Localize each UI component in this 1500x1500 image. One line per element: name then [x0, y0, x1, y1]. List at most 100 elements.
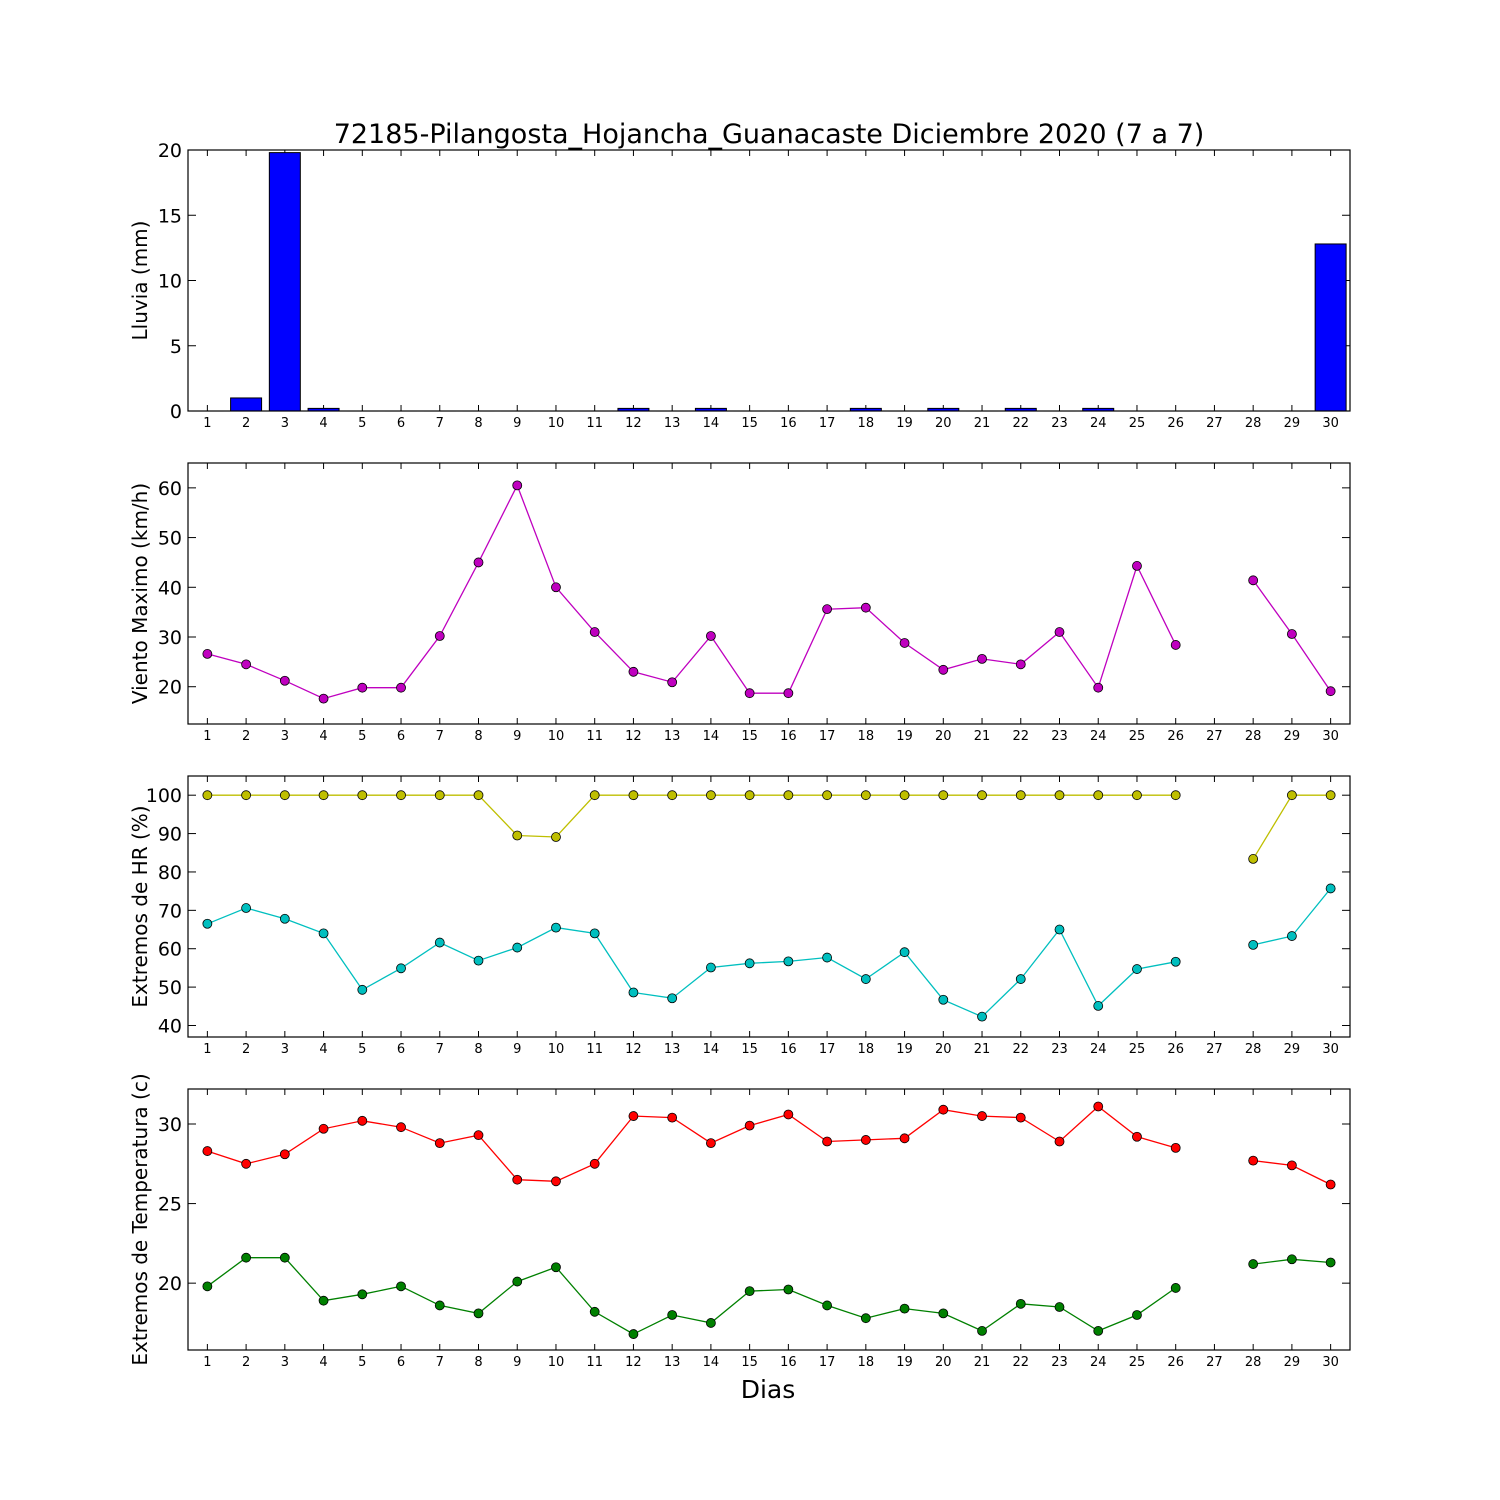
data-point — [357, 984, 368, 995]
data-point — [1325, 686, 1336, 697]
data-point — [396, 790, 406, 801]
y-axis-label: Lluvia (mm) — [128, 221, 152, 341]
data-point — [1054, 627, 1065, 637]
x-tick-label: 6 — [397, 1042, 405, 1057]
x-tick-label: 21 — [974, 729, 991, 744]
data-point — [1015, 1298, 1026, 1309]
x-tick-label: 23 — [1051, 416, 1068, 431]
x-tick-label: 4 — [319, 1042, 327, 1057]
data-point — [1287, 790, 1297, 801]
data-point — [396, 682, 406, 693]
x-tick-label: 20 — [935, 729, 952, 744]
data-point — [1015, 974, 1026, 984]
y-tick-label: 30 — [158, 627, 182, 649]
x-tick-label: 8 — [474, 729, 482, 744]
data-point — [938, 1104, 949, 1115]
x-tick-label: 13 — [664, 1042, 681, 1057]
data-point — [822, 1136, 832, 1147]
x-tick-label: 30 — [1322, 729, 1339, 744]
data-point — [1248, 854, 1259, 864]
x-tick-label: 5 — [358, 416, 366, 431]
x-tick-label: 15 — [741, 729, 758, 744]
data-point — [473, 1308, 484, 1319]
x-tick-label: 20 — [935, 1355, 952, 1370]
y-axis-label: Extremos de Temperatura (c) — [128, 1073, 152, 1365]
data-point — [551, 582, 561, 593]
x-tick-label: 26 — [1167, 416, 1184, 431]
x-tick-label: 13 — [664, 416, 681, 431]
x-tick-label: 19 — [896, 729, 913, 744]
data-point — [241, 903, 252, 913]
data-point — [822, 790, 832, 801]
data-point — [706, 962, 716, 973]
data-point — [667, 677, 678, 688]
data-point — [977, 1111, 987, 1121]
x-tick-label: 11 — [586, 1042, 603, 1057]
plot-frame — [187, 462, 1351, 725]
x-tick-label: 28 — [1245, 1042, 1262, 1057]
data-point — [706, 631, 716, 641]
data-point — [706, 790, 716, 801]
data-point — [744, 688, 755, 699]
x-tick-label: 22 — [1012, 729, 1029, 744]
data-point — [1248, 1259, 1259, 1269]
y-tick-label: 25 — [158, 1194, 182, 1216]
data-point — [512, 942, 523, 953]
data-point — [1325, 790, 1336, 801]
x-tick-label: 3 — [281, 416, 289, 431]
data-point — [473, 1130, 484, 1141]
y-tick-label: 80 — [158, 862, 182, 884]
data-point — [318, 790, 329, 801]
x-tick-label: 18 — [858, 1355, 875, 1370]
data-point — [744, 1120, 755, 1131]
data-point — [1054, 1302, 1065, 1312]
data-point — [1248, 939, 1259, 950]
data-point — [938, 994, 949, 1005]
x-tick-label: 25 — [1129, 729, 1146, 744]
y-tick-label: 50 — [158, 528, 182, 550]
x-tick-label: 27 — [1206, 729, 1223, 744]
x-tick-label: 23 — [1051, 729, 1068, 744]
x-tick-label: 4 — [319, 1355, 327, 1370]
data-point — [434, 1300, 445, 1311]
y-tick-label: 20 — [158, 140, 182, 162]
data-point — [783, 1284, 794, 1295]
data-point — [279, 913, 290, 924]
data-point — [1325, 1179, 1336, 1190]
x-tick-label: 24 — [1090, 1042, 1107, 1057]
panel-rain: 1 2 3 4 5 6 7 8 9 10 11 12 13 14 15 16 17 18 19 20 21 22 23 24 2… — [128, 140, 1351, 431]
data-point — [279, 790, 290, 801]
x-tick-label: 4 — [319, 729, 327, 744]
data-point — [1170, 1283, 1181, 1293]
x-tick-label: 12 — [625, 729, 642, 744]
x-tick-label: 7 — [436, 1042, 444, 1057]
data-point — [899, 1303, 910, 1314]
series-line — [1252, 794, 1331, 860]
data-point — [706, 1318, 716, 1328]
data-point — [512, 480, 523, 491]
series-1 — [202, 1252, 1336, 1339]
y-tick-label: 10 — [158, 271, 182, 293]
data-point — [938, 664, 949, 675]
x-tick-label: 1 — [203, 1042, 211, 1057]
x-tick-label: 25 — [1129, 1042, 1146, 1057]
x-tick-label: 17 — [819, 416, 836, 431]
data-point — [860, 790, 871, 801]
x-tick-label: 15 — [741, 416, 758, 431]
x-tick-label: 10 — [548, 729, 565, 744]
y-tick-label: 15 — [158, 205, 182, 227]
data-point — [1248, 1155, 1259, 1166]
x-tick-label: 29 — [1284, 416, 1301, 431]
data-point — [899, 1133, 910, 1144]
x-tick-label: 24 — [1090, 729, 1107, 744]
x-tick-label: 9 — [513, 1042, 521, 1057]
data-point — [279, 1149, 290, 1160]
data-point — [357, 1289, 368, 1300]
data-point — [1093, 790, 1104, 801]
series-line — [207, 1105, 1176, 1182]
x-tick-label: 14 — [703, 1042, 720, 1057]
y-tick-label: 60 — [158, 939, 182, 961]
panel-humidity: 1 2 3 4 5 6 7 8 9 10 11 12 13 14 15 16 17 18 19 20 21 22 23 24 2… — [128, 775, 1351, 1057]
x-tick-label: 8 — [474, 1042, 482, 1057]
